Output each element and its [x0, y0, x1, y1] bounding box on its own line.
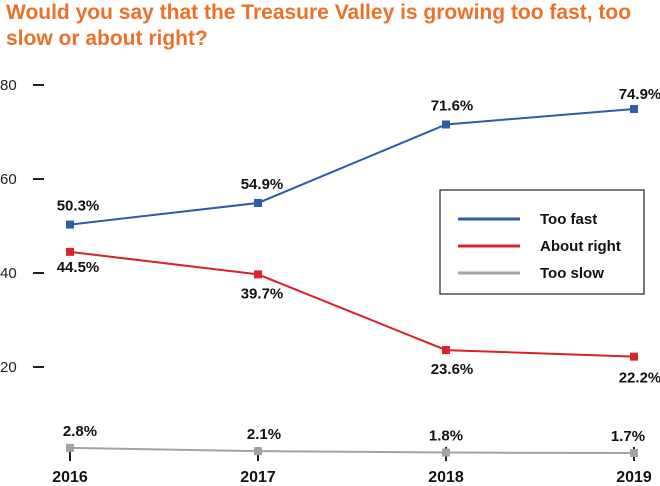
series-line-too-slow	[69, 446, 635, 455]
legend-label-about-right: About right	[540, 238, 621, 255]
y-tick-label-40: 40	[0, 265, 17, 282]
data-point-about-right-2016	[66, 247, 74, 256]
data-point-too-slow-2016	[66, 443, 74, 452]
data-label-too-fast-2018: 71.6%	[431, 97, 474, 114]
data-point-too-fast-2016	[66, 220, 74, 229]
data-label-too-fast-2017: 54.9%	[241, 176, 284, 193]
data-label-about-right-2018: 23.6%	[431, 361, 474, 378]
data-point-about-right-2018	[442, 346, 450, 355]
data-point-too-fast-2017	[254, 198, 262, 207]
data-label-about-right-2017: 39.7%	[241, 285, 284, 302]
data-label-about-right-2019: 22.2%	[619, 370, 660, 387]
y-tick-label-60: 60	[0, 171, 17, 188]
data-label-too-slow-2017: 2.1%	[247, 426, 281, 443]
data-point-about-right-2019	[630, 352, 638, 361]
legend-label-too-slow: Too slow	[540, 265, 604, 282]
data-point-about-right-2017	[254, 270, 262, 279]
data-point-too-fast-2019	[630, 104, 638, 113]
data-label-too-slow-2019: 1.7%	[611, 428, 645, 445]
x-tick-label-2016: 2016	[52, 469, 88, 486]
data-label-too-fast-2019: 74.9%	[619, 86, 660, 103]
data-label-too-fast-2016: 50.3%	[57, 198, 100, 215]
data-point-too-slow-2017	[254, 447, 262, 456]
y-tick-label-80: 80	[0, 77, 17, 94]
data-point-too-slow-2018	[442, 448, 450, 457]
legend-box	[439, 189, 645, 295]
x-tick-label-2017: 2017	[240, 469, 276, 486]
data-point-too-slow-2019	[630, 449, 638, 458]
series-line-about-right	[69, 250, 635, 358]
x-tick-label-2019: 2019	[616, 469, 652, 486]
data-point-too-fast-2018	[442, 120, 450, 129]
data-label-too-slow-2018: 1.8%	[429, 428, 463, 445]
series-line-too-fast	[69, 107, 635, 226]
legend-label-too-fast: Too fast	[540, 211, 597, 228]
data-label-about-right-2016: 44.5%	[57, 259, 100, 276]
y-tick-label-20: 20	[0, 359, 17, 376]
data-label-too-slow-2016: 2.8%	[63, 423, 97, 440]
chart-title: Would you say that the Treasure Valley i…	[6, 1, 632, 50]
x-tick-label-2018: 2018	[428, 469, 464, 486]
